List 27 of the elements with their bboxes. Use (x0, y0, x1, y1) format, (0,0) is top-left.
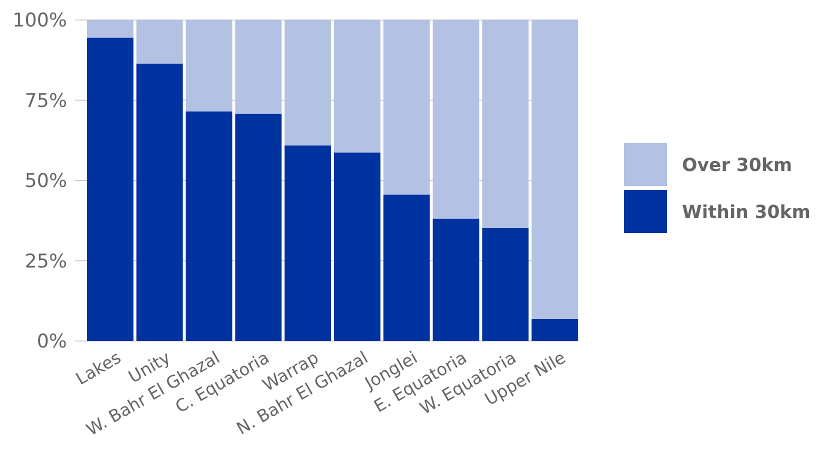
bar (482, 20, 529, 228)
y-tick-label: 75% (24, 90, 67, 112)
bar (334, 20, 380, 153)
bar (532, 20, 578, 319)
y-tick-label: 100% (12, 10, 67, 32)
y-tick-label: 0% (36, 330, 67, 353)
bar (136, 64, 183, 341)
y-tick-label: 50% (24, 170, 67, 192)
bar (235, 114, 282, 341)
bar (383, 194, 430, 341)
bar (87, 20, 134, 38)
bar (334, 152, 380, 341)
bar (284, 146, 332, 341)
legend-label: Within 30km (682, 202, 810, 223)
bar (235, 20, 282, 114)
bar (136, 20, 183, 64)
bar (87, 38, 134, 341)
bar (432, 20, 480, 219)
legend-label: Over 30km (682, 155, 792, 176)
bar (432, 218, 480, 341)
bar (284, 20, 332, 146)
bar (186, 20, 232, 112)
bar (383, 20, 430, 195)
y-tick-label: 25% (24, 250, 67, 272)
bar (186, 111, 232, 341)
bar (532, 318, 578, 341)
bar (482, 228, 529, 341)
